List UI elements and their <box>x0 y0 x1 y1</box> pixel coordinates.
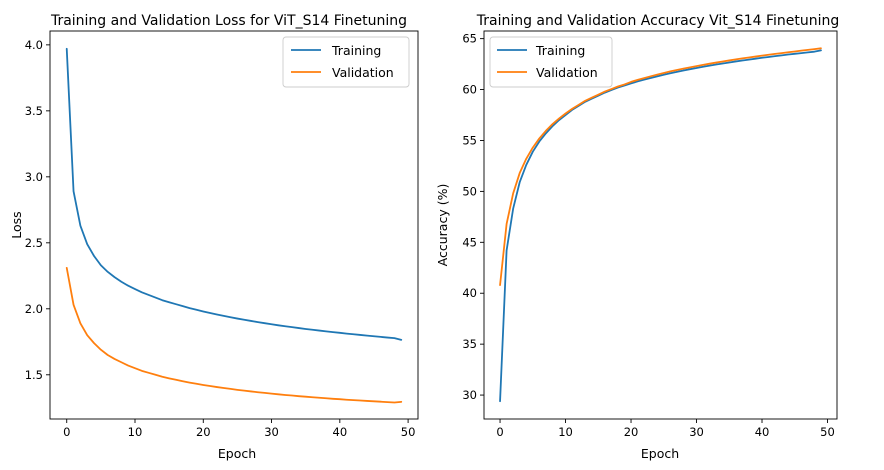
loss-validation-line <box>65 266 403 404</box>
loss-x-ticks: 0 10 20 30 40 50 <box>63 419 415 439</box>
accuracy-x-tick-label: 40 <box>755 425 770 439</box>
loss-chart-title: Training and Validation Loss for ViT_S14… <box>50 13 407 29</box>
accuracy-y-tick-label: 30 <box>462 388 477 402</box>
loss-x-tick-label: 50 <box>401 425 416 439</box>
loss-legend-training-label: Training <box>331 43 381 58</box>
accuracy-series-lines <box>499 47 822 403</box>
loss-series-lines <box>65 47 403 404</box>
accuracy-y-tick-label: 50 <box>462 184 477 198</box>
loss-x-tick-label: 10 <box>128 425 143 439</box>
loss-y-tick-label: 2.5 <box>25 236 43 250</box>
loss-x-tick-label: 30 <box>264 425 279 439</box>
loss-legend: Training Validation <box>282 36 410 88</box>
accuracy-legend-training-label: Training <box>535 43 585 58</box>
accuracy-x-axis-label: Epoch <box>641 446 679 461</box>
accuracy-y-tick-label: 40 <box>462 286 477 300</box>
accuracy-y-axis-label: Accuracy (%) <box>435 184 450 267</box>
loss-x-tick-label: 40 <box>333 425 348 439</box>
loss-y-ticks: 1.5 2.0 2.5 3.0 3.5 4.0 <box>25 38 50 382</box>
accuracy-chart: Training and Validation Accuracy Vit_S14… <box>435 13 839 461</box>
accuracy-validation-line <box>499 47 822 286</box>
loss-y-tick-label: 4.0 <box>25 38 43 52</box>
accuracy-y-tick-label: 60 <box>462 83 477 97</box>
accuracy-y-tick-label: 35 <box>462 337 477 351</box>
accuracy-x-tick-label: 0 <box>496 425 503 439</box>
accuracy-y-ticks: 30 35 40 45 50 55 60 65 <box>462 32 484 402</box>
accuracy-plot-frame <box>483 30 838 420</box>
accuracy-y-tick-label: 55 <box>462 133 477 147</box>
loss-y-tick-label: 3.5 <box>25 104 43 118</box>
accuracy-training-line <box>499 49 822 403</box>
loss-y-tick-label: 2.0 <box>25 302 43 316</box>
loss-plot-frame <box>49 30 419 420</box>
loss-x-axis-label: Epoch <box>218 446 256 461</box>
loss-chart: Training and Validation Loss for ViT_S14… <box>9 13 419 461</box>
loss-x-tick-label: 0 <box>63 425 70 439</box>
accuracy-y-tick-label: 65 <box>462 32 477 46</box>
loss-y-tick-label: 3.0 <box>25 170 43 184</box>
loss-training-line <box>65 47 403 341</box>
accuracy-legend: Training Validation <box>489 36 613 88</box>
accuracy-x-tick-label: 50 <box>820 425 835 439</box>
accuracy-x-tick-label: 10 <box>558 425 573 439</box>
accuracy-legend-validation-label: Validation <box>536 65 598 80</box>
loss-y-tick-label: 1.5 <box>25 368 43 382</box>
loss-legend-validation-label: Validation <box>332 65 394 80</box>
accuracy-x-tick-label: 30 <box>689 425 704 439</box>
loss-x-tick-label: 20 <box>196 425 211 439</box>
loss-y-axis-label: Loss <box>9 211 24 238</box>
accuracy-x-tick-label: 20 <box>624 425 639 439</box>
accuracy-x-ticks: 0 10 20 30 40 50 <box>496 419 835 439</box>
accuracy-chart-title: Training and Validation Accuracy Vit_S14… <box>476 13 840 29</box>
accuracy-y-tick-label: 45 <box>462 235 477 249</box>
